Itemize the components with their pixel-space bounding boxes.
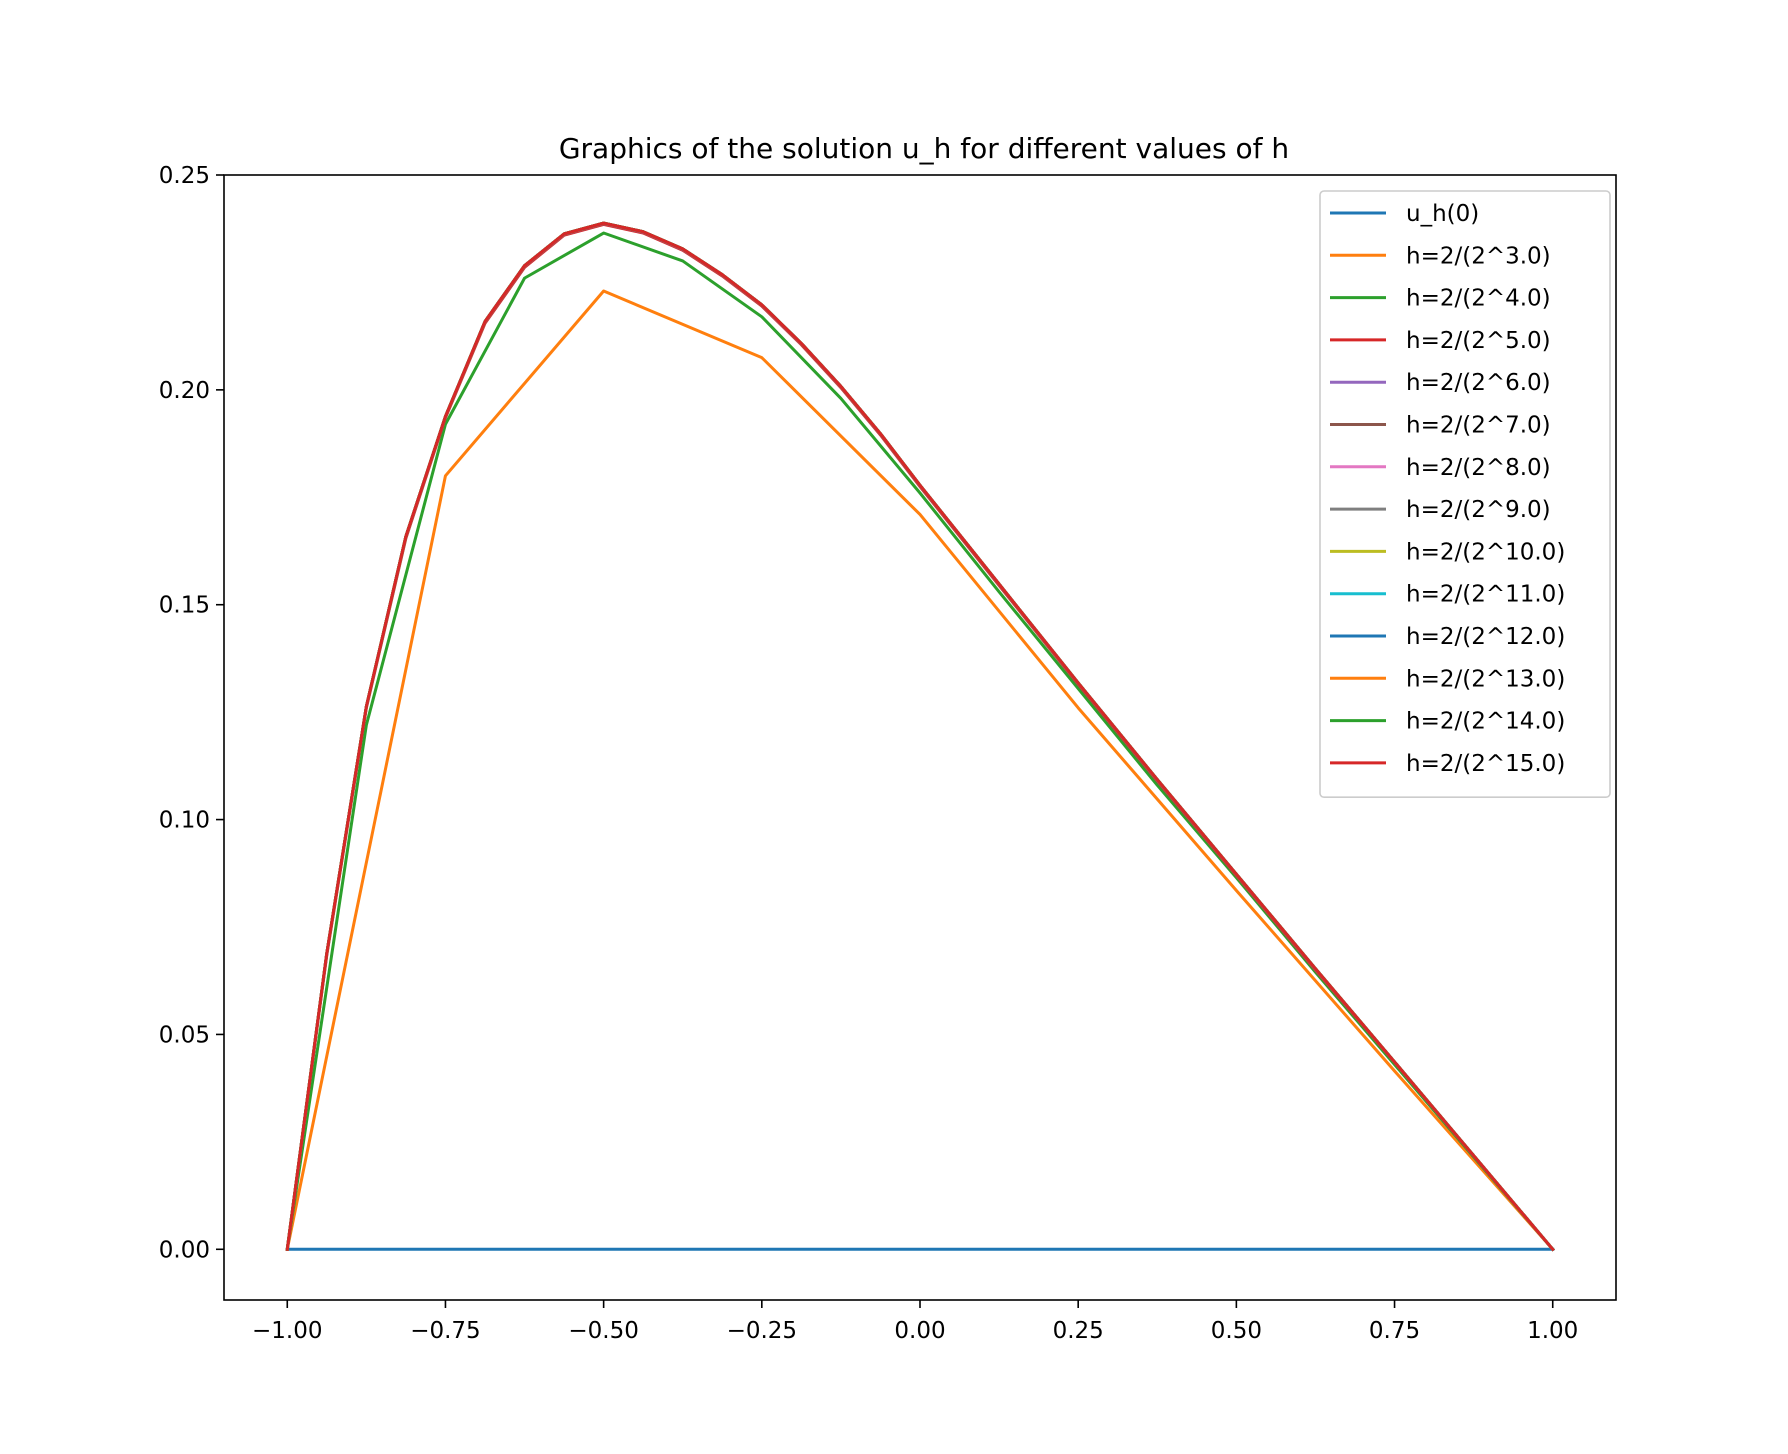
chart-title: Graphics of the solution u_h for differe… bbox=[559, 132, 1289, 165]
legend: u_h(0) h=2/(2^3.0) h=2/(2^4.0) h=2/(2^5.0) h… bbox=[1319, 190, 1611, 799]
legend-label: u_h(0) bbox=[1406, 201, 1479, 227]
series-line-13 bbox=[285, 221, 1555, 1252]
x-tick-label: 0.25 bbox=[1053, 1318, 1104, 1344]
y-tick-label: 0.10 bbox=[159, 808, 210, 834]
x-tick-label: −1.00 bbox=[252, 1318, 322, 1344]
y-tick-label: 0.20 bbox=[159, 378, 210, 404]
x-tick-label: 0.50 bbox=[1211, 1318, 1262, 1344]
x-tick-label: 1.00 bbox=[1527, 1318, 1578, 1344]
legend-box bbox=[1319, 190, 1611, 799]
x-tick-label: −0.50 bbox=[568, 1318, 638, 1344]
y-axis: 0.00 0.05 0.10 0.15 0.20 0.25 bbox=[159, 163, 224, 1263]
legend-label: h=2/(2^13.0) bbox=[1406, 666, 1565, 692]
legend-label: h=2/(2^15.0) bbox=[1406, 751, 1565, 777]
legend-label: h=2/(2^6.0) bbox=[1406, 370, 1551, 396]
series-line-1 bbox=[285, 289, 1555, 1252]
legend-label: h=2/(2^10.0) bbox=[1406, 539, 1565, 565]
legend-label: h=2/(2^5.0) bbox=[1406, 328, 1551, 354]
y-tick-label: 0.00 bbox=[159, 1237, 210, 1263]
x-tick-label: −0.75 bbox=[410, 1318, 480, 1344]
x-tick-label: 0.00 bbox=[894, 1318, 945, 1344]
x-tick-label: −0.25 bbox=[727, 1318, 797, 1344]
legend-label: h=2/(2^12.0) bbox=[1406, 624, 1565, 650]
legend-label: h=2/(2^7.0) bbox=[1406, 413, 1551, 439]
legend-label: h=2/(2^3.0) bbox=[1406, 243, 1551, 269]
legend-label: h=2/(2^11.0) bbox=[1406, 582, 1565, 608]
x-axis: −1.00 −0.75 −0.50 −0.25 0.00 0.25 0.50 0.75 1.00 bbox=[252, 1300, 1578, 1344]
y-tick-label: 0.05 bbox=[159, 1022, 210, 1048]
series-layer bbox=[285, 221, 1555, 1252]
y-tick-label: 0.15 bbox=[159, 593, 210, 619]
legend-label: h=2/(2^14.0) bbox=[1406, 709, 1565, 735]
x-tick-label: 0.75 bbox=[1369, 1318, 1420, 1344]
legend-label: h=2/(2^8.0) bbox=[1406, 455, 1551, 481]
legend-label: h=2/(2^9.0) bbox=[1406, 497, 1551, 523]
legend-label: h=2/(2^4.0) bbox=[1406, 286, 1551, 312]
y-tick-label: 0.25 bbox=[159, 163, 210, 189]
